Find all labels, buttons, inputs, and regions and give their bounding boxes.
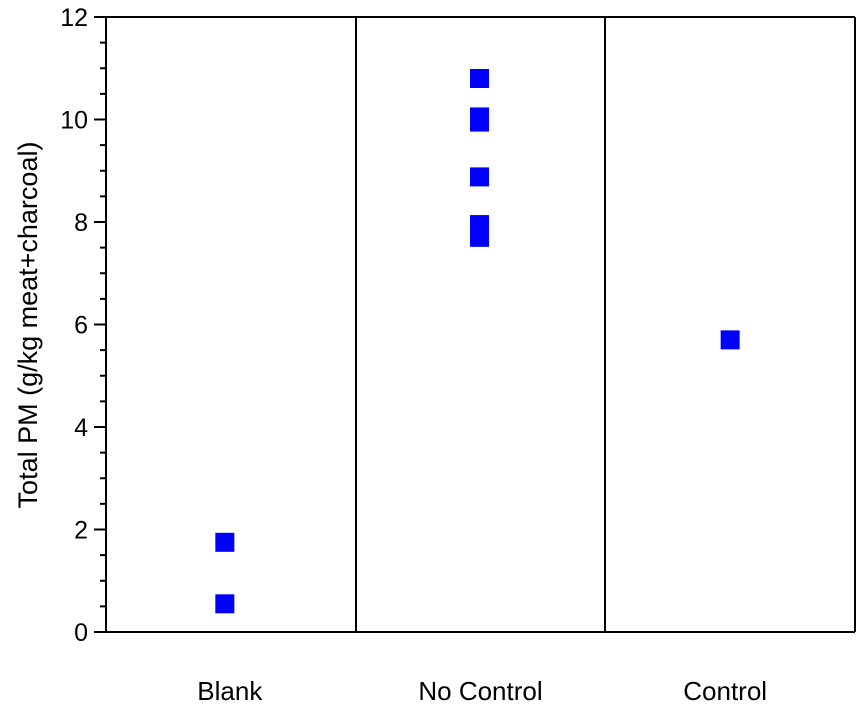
data-point-no-control — [470, 112, 489, 132]
data-points — [215, 69, 740, 614]
y-axis-label: Total PM (g/kg meat+charcoal) — [13, 142, 43, 509]
x-category-label: Control — [683, 676, 767, 706]
data-point-blank — [215, 594, 235, 614]
data-point-no-control — [470, 69, 489, 88]
y-tick-label: 4 — [74, 414, 88, 442]
y-tick-label: 0 — [74, 619, 88, 647]
y-tick-label: 2 — [74, 517, 88, 545]
x-category-label: Blank — [197, 676, 263, 706]
y-axis-ticks: 0 2 4 6 8 10 12 — [60, 4, 106, 647]
data-point-blank — [215, 532, 235, 552]
y-tick-label: 10 — [60, 107, 88, 135]
data-point-no-control — [470, 227, 489, 247]
category-labels: Blank No Control Control — [197, 676, 767, 706]
data-point-control — [720, 330, 740, 350]
y-tick-label: 8 — [74, 209, 88, 237]
y-tick-label: 12 — [60, 4, 88, 32]
y-tick-label: 6 — [74, 312, 88, 340]
x-category-label: No Control — [418, 676, 542, 706]
data-point-no-control — [470, 167, 489, 187]
